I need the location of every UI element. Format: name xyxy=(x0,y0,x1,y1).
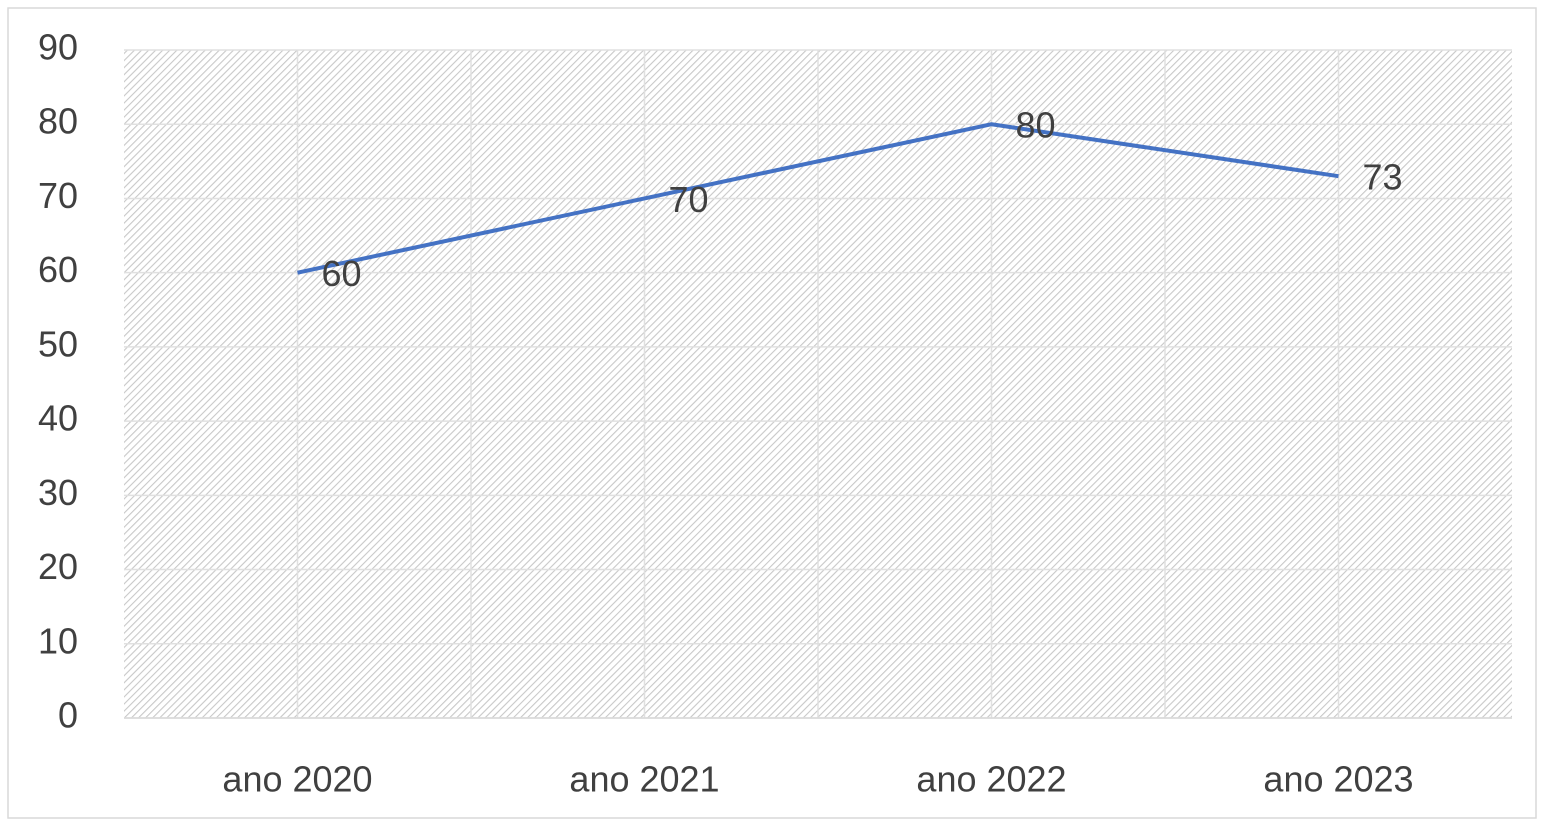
x-tick-label: ano 2023 xyxy=(1263,759,1413,800)
data-label: 73 xyxy=(1363,157,1403,198)
line-series xyxy=(297,122,1339,275)
y-tick-label: 20 xyxy=(38,546,78,587)
x-tick-label: ano 2021 xyxy=(569,759,719,800)
y-tick-label: 70 xyxy=(38,175,78,216)
x-tick-label: ano 2022 xyxy=(916,759,1066,800)
y-tick-label: 10 xyxy=(38,620,78,661)
y-tick-label: 60 xyxy=(38,249,78,290)
y-tick-label: 40 xyxy=(38,398,78,439)
y-tick-label: 90 xyxy=(38,27,78,68)
y-tick-label: 50 xyxy=(38,323,78,364)
data-label: 80 xyxy=(1016,105,1056,146)
data-label: 70 xyxy=(669,179,709,220)
y-tick-label: 0 xyxy=(58,695,78,736)
y-tick-label: 30 xyxy=(38,472,78,513)
y-tick-label: 80 xyxy=(38,101,78,142)
x-tick-label: ano 2020 xyxy=(222,759,372,800)
data-label: 60 xyxy=(322,253,362,294)
